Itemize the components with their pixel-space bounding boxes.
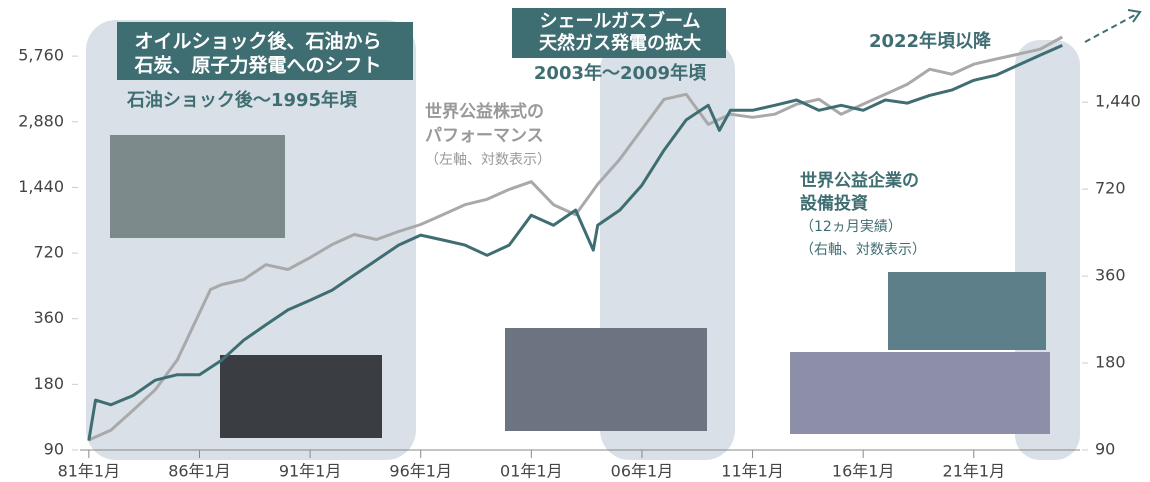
chart: 90 180 360 720 1,440 2,880 5,760 90 180 360 720 1,4… — [0, 0, 1150, 482]
x-tick-label: 21年1月 — [943, 462, 1006, 481]
annotation: 設備投資 — [800, 193, 868, 214]
annotation: （右軸、対数表示） — [800, 242, 926, 258]
y-tick-label: 360 — [33, 308, 64, 327]
y2-tick-label: 1,440 — [1095, 92, 1141, 111]
annotation: 2003年～2009年頃 — [534, 62, 707, 84]
x-tick-label: 11年1月 — [721, 462, 784, 481]
annotation: （左軸、対数表示） — [425, 152, 551, 168]
annotation: 2022年頃以降 — [869, 30, 992, 52]
annotation: パフォーマンス — [425, 126, 544, 146]
y2-tick-label: 180 — [1095, 353, 1126, 372]
annotation: 天然ガス発電の拡大 — [539, 32, 701, 54]
x-tick-label: 96年1月 — [389, 462, 452, 481]
y-tick-label: 180 — [33, 374, 64, 393]
x-tick-label: 86年1月 — [168, 462, 231, 481]
x-tick-label: 91年1月 — [279, 462, 342, 481]
annotation: 石油ショック後～1995年頃 — [126, 89, 358, 111]
y2-tick-label: 720 — [1095, 179, 1126, 198]
annotation: 石炭、原子力発電へのシフト — [133, 54, 381, 77]
annotation: シェールガスブーム — [540, 10, 701, 32]
x-tick-label: 81年1月 — [58, 462, 121, 481]
y2-tick-label: 90 — [1095, 440, 1115, 459]
y-tick-label: 1,440 — [18, 177, 64, 196]
y2-tick-label: 360 — [1095, 266, 1126, 285]
y-tick-label: 2,880 — [18, 111, 64, 130]
annotation: （12ヵ月実績） — [800, 219, 902, 235]
x-tick-label: 16年1月 — [832, 462, 895, 481]
annotation: 世界公益株式の — [425, 101, 544, 122]
x-tick-label: 01年1月 — [500, 462, 563, 481]
annotation: オイルショック後、石油から — [134, 30, 381, 53]
y-tick-label: 720 — [33, 243, 64, 262]
x-tick-label: 06年1月 — [611, 462, 674, 481]
y-tick-label: 90 — [44, 440, 64, 459]
annotation: 世界公益企業の — [800, 170, 919, 191]
arrow — [1085, 15, 1135, 42]
y-tick-label: 5,760 — [18, 46, 64, 65]
